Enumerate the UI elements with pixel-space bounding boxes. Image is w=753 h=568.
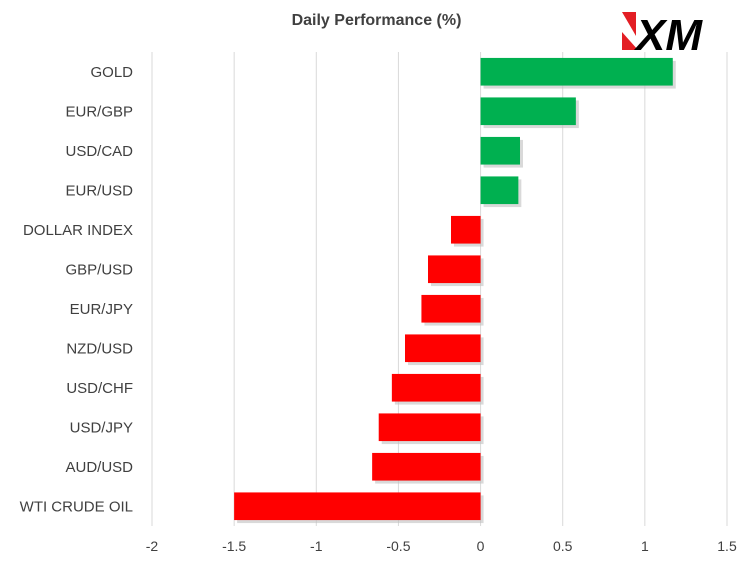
x-tick-label: 1.5 (717, 538, 737, 554)
category-label: GBP/USD (65, 261, 133, 278)
category-label: USD/JPY (70, 419, 133, 436)
category-labels: GOLD EUR/GBP USD/CAD EUR/USD DOLLAR INDEX GBP… (20, 64, 134, 516)
x-tick-labels: -2 -1.5 -1 -0.5 0 0.5 1 1.5 (146, 538, 737, 554)
bar (234, 492, 481, 521)
bar (372, 452, 481, 481)
x-tick-label: 0 (477, 538, 485, 554)
x-tick-label: -1.5 (222, 538, 246, 554)
x-tick-label: -0.5 (386, 538, 410, 554)
chart-title: Daily Performance (%) (291, 12, 462, 29)
bar (421, 294, 481, 323)
bar (480, 176, 519, 205)
x-tick-label: -1 (310, 538, 323, 554)
category-label: EUR/GBP (65, 103, 133, 120)
bar (405, 334, 481, 363)
logo-text: XM (633, 11, 703, 58)
xm-logo: XM (618, 6, 748, 60)
category-label: USD/CHF (66, 380, 133, 397)
bar-layer (234, 57, 676, 524)
xm-logo-graphic: XM (622, 11, 703, 60)
category-label: GOLD (90, 64, 133, 81)
x-tick-label: 1 (641, 538, 649, 554)
bar (480, 97, 576, 126)
bar (451, 215, 481, 244)
x-tick-label: -2 (146, 538, 159, 554)
bar (480, 136, 520, 165)
category-label: USD/CAD (65, 143, 133, 160)
bar (391, 373, 481, 402)
bar (378, 413, 481, 442)
category-label: WTI CRUDE OIL (20, 498, 133, 515)
logo-red-mark-top (622, 12, 636, 36)
category-label: EUR/JPY (70, 301, 133, 318)
bar (480, 57, 673, 86)
x-tick-label: 0.5 (553, 538, 573, 554)
logo-red-mark-bottom (622, 32, 638, 50)
category-label: NZD/USD (66, 340, 133, 357)
category-label: EUR/USD (65, 182, 133, 199)
grid-layer (151, 52, 728, 526)
bar (428, 255, 481, 284)
category-label: DOLLAR INDEX (23, 222, 133, 239)
category-label: AUD/USD (65, 459, 133, 476)
